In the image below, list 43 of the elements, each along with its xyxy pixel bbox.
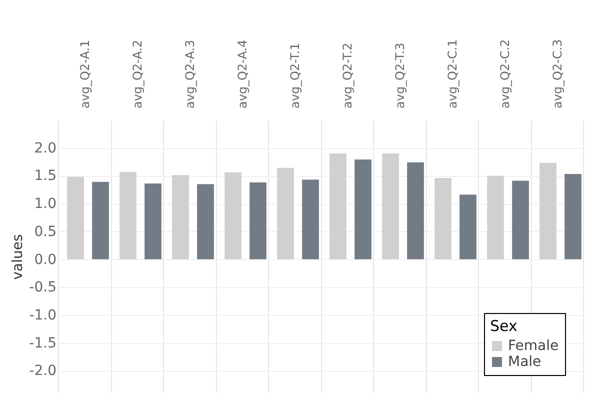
x-tick-label: avg_Q2-A.4 bbox=[235, 40, 250, 108]
legend-label: Male bbox=[508, 354, 542, 370]
y-tick-label: -1.5 bbox=[29, 335, 56, 352]
y-tick-label: -1.0 bbox=[29, 308, 56, 324]
x-tick-label: avg_Q2-C.2 bbox=[498, 39, 512, 108]
bar bbox=[487, 176, 504, 260]
bar bbox=[197, 184, 214, 260]
bar bbox=[382, 153, 399, 260]
x-tick-label: avg_Q2-A.3 bbox=[182, 40, 197, 108]
bar bbox=[277, 168, 294, 260]
bar bbox=[172, 175, 189, 260]
bar bbox=[540, 162, 556, 260]
x-tick-label: avg_Q2-A.2 bbox=[130, 40, 144, 108]
bar bbox=[407, 162, 424, 260]
bar bbox=[92, 182, 109, 260]
bar bbox=[120, 172, 136, 260]
bar bbox=[224, 172, 242, 260]
legend-label: Female bbox=[508, 338, 559, 354]
bar bbox=[460, 194, 476, 260]
bar bbox=[67, 176, 84, 260]
bar bbox=[144, 184, 162, 260]
y-tick-label: 2.0 bbox=[34, 140, 56, 156]
bar bbox=[512, 180, 529, 260]
x-tick-label: avg_Q2-T.1 bbox=[288, 42, 302, 108]
bar bbox=[302, 180, 319, 260]
legend-title: Sex bbox=[490, 317, 518, 335]
y-tick-label: 0.5 bbox=[34, 224, 56, 240]
y-tick-label: 0.0 bbox=[34, 252, 56, 268]
y-tick-label: 1.0 bbox=[34, 196, 56, 212]
x-tick-label: avg_Q2-C.3 bbox=[550, 39, 564, 108]
bar bbox=[564, 174, 582, 260]
y-tick-label: 1.5 bbox=[34, 168, 56, 184]
x-tick-label: avg_Q2-A.1 bbox=[78, 40, 92, 108]
y-axis-title: values bbox=[10, 234, 26, 280]
bar bbox=[250, 182, 266, 260]
bar bbox=[330, 153, 346, 260]
y-tick-label: -0.5 bbox=[29, 280, 56, 296]
bar bbox=[434, 178, 452, 260]
bar bbox=[354, 160, 372, 260]
x-tick-label: avg_Q2-T.3 bbox=[392, 42, 407, 108]
y-tick-label: -2.0 bbox=[29, 363, 56, 380]
x-tick-label: avg_Q2-T.2 bbox=[340, 42, 354, 108]
x-tick-label: avg_Q2-C.1 bbox=[445, 39, 460, 108]
